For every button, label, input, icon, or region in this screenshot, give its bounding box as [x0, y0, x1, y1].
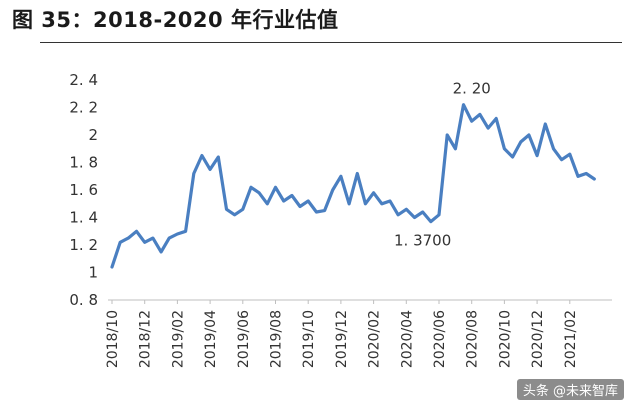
x-tick-label: 2020/08 — [465, 310, 481, 368]
y-tick-label: 1. 4 — [69, 209, 98, 227]
watermark: 头条 @未来智库 — [516, 379, 624, 400]
x-tick-label: 2019/02 — [170, 310, 186, 368]
y-tick-label: 1. 8 — [69, 154, 98, 172]
y-tick-label: 1 — [88, 264, 98, 282]
series-line — [110, 103, 596, 269]
x-tick-label: 2020/06 — [432, 310, 448, 368]
title-divider — [40, 42, 622, 43]
annotation-label: 2. 20 — [453, 80, 491, 98]
x-tick-label: 2020/12 — [530, 310, 546, 368]
annotation-label: 1. 3700 — [394, 232, 451, 250]
page-title: 图 35：2018-2020 年行业估值 — [12, 8, 339, 32]
x-tick-label: 2019/12 — [334, 310, 350, 368]
x-tick-label: 2021/02 — [563, 310, 579, 368]
x-tick-label: 2020/10 — [497, 310, 513, 368]
x-tick-label: 2018/10 — [105, 310, 121, 368]
x-tick-label: 2019/04 — [203, 310, 219, 368]
x-tick-label: 2019/08 — [269, 310, 285, 368]
x-tick-label: 2020/02 — [367, 310, 383, 368]
x-tick-label: 2020/04 — [399, 310, 415, 368]
y-tick-label: 2 — [88, 126, 98, 144]
x-tick-label: 2018/12 — [138, 310, 154, 368]
y-tick-label: 1. 6 — [69, 181, 98, 199]
x-tick-label: 2019/10 — [301, 310, 317, 368]
y-tick-label: 1. 2 — [69, 236, 98, 254]
y-tick-label: 2. 2 — [69, 99, 98, 117]
x-tick-label: 2019/06 — [236, 310, 252, 368]
y-tick-label: 0. 8 — [69, 291, 98, 309]
y-tick-label: 2. 4 — [69, 71, 98, 89]
